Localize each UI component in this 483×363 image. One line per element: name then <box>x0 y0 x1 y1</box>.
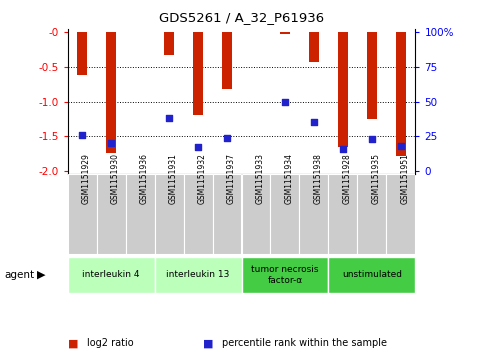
Text: GSM1151930: GSM1151930 <box>111 153 120 204</box>
Bar <box>68 257 155 293</box>
Bar <box>270 174 299 254</box>
Text: ■: ■ <box>203 338 213 348</box>
Point <box>107 140 115 146</box>
Text: agent: agent <box>5 270 35 280</box>
Text: GSM1151938: GSM1151938 <box>314 153 323 204</box>
Bar <box>367 33 377 119</box>
Point <box>281 99 289 105</box>
Bar <box>396 33 406 156</box>
Text: tumor necrosis
factor-α: tumor necrosis factor-α <box>251 265 319 285</box>
Bar <box>77 33 87 76</box>
Text: GSM1151951: GSM1151951 <box>401 153 410 204</box>
Bar <box>126 174 155 254</box>
Point <box>194 144 202 150</box>
Text: GSM1151937: GSM1151937 <box>227 153 236 204</box>
Bar <box>106 33 116 154</box>
Bar <box>155 174 184 254</box>
Text: GSM1151933: GSM1151933 <box>256 153 265 204</box>
Bar <box>299 174 328 254</box>
Text: interleukin 13: interleukin 13 <box>166 270 230 280</box>
Bar <box>280 33 290 34</box>
Bar <box>386 174 415 254</box>
Text: GSM1151932: GSM1151932 <box>198 153 207 204</box>
Text: interleukin 4: interleukin 4 <box>82 270 140 280</box>
Bar <box>242 174 270 254</box>
Text: GSM1151929: GSM1151929 <box>82 153 91 204</box>
Bar <box>328 257 415 293</box>
Point <box>339 146 347 152</box>
Bar <box>222 33 232 89</box>
Text: GSM1151935: GSM1151935 <box>372 153 381 204</box>
Text: log2 ratio: log2 ratio <box>87 338 134 348</box>
Text: GSM1151931: GSM1151931 <box>169 153 178 204</box>
Text: percentile rank within the sample: percentile rank within the sample <box>222 338 387 348</box>
Point <box>165 115 173 121</box>
Bar <box>184 174 213 254</box>
Text: GSM1151936: GSM1151936 <box>140 153 149 204</box>
Point <box>310 119 318 125</box>
Text: GSM1151934: GSM1151934 <box>285 153 294 204</box>
Text: ■: ■ <box>68 338 78 348</box>
Text: GSM1151928: GSM1151928 <box>343 153 352 204</box>
Bar <box>155 257 242 293</box>
Bar <box>338 33 348 147</box>
Text: GDS5261 / A_32_P61936: GDS5261 / A_32_P61936 <box>159 11 324 24</box>
Bar <box>357 174 386 254</box>
Bar <box>193 33 203 115</box>
Bar <box>68 174 97 254</box>
Text: ▶: ▶ <box>37 270 45 280</box>
Bar <box>97 174 126 254</box>
Bar <box>164 33 174 54</box>
Point <box>78 132 86 138</box>
Bar <box>242 257 328 293</box>
Point <box>368 136 376 142</box>
Bar <box>309 33 319 62</box>
Bar <box>213 174 242 254</box>
Point <box>223 135 231 140</box>
Bar <box>328 174 357 254</box>
Text: unstimulated: unstimulated <box>342 270 402 280</box>
Point <box>397 143 405 149</box>
